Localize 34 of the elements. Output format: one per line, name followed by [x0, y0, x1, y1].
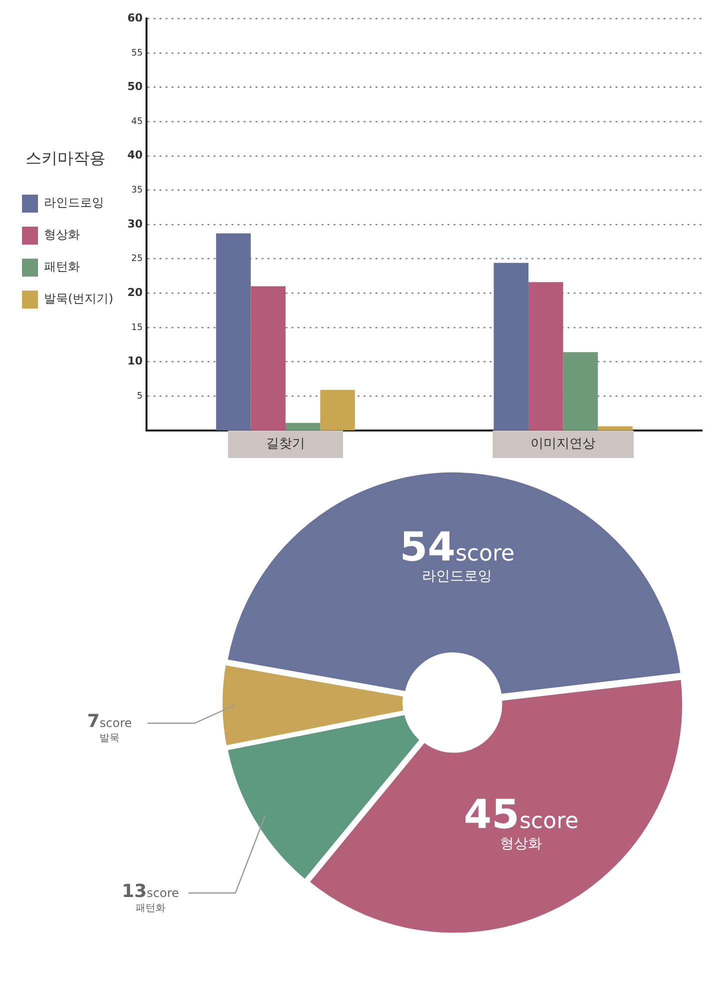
y-tick-label: 45: [131, 116, 143, 127]
bar: [528, 282, 564, 430]
y-tick-label: 30: [127, 217, 144, 230]
bar: [286, 422, 320, 430]
data-label: 54score: [400, 524, 515, 570]
y-tick-label: 25: [131, 254, 143, 264]
y-tick-label: 50: [127, 80, 144, 94]
data-label: 7score: [87, 711, 132, 732]
legend-label: 발묵(번지기): [44, 292, 114, 306]
bar: [563, 352, 598, 430]
legend-label: 라인드로잉: [44, 196, 104, 210]
slice-label: 라인드로잉: [422, 568, 492, 584]
bar: [494, 262, 528, 430]
y-tick-label: 5: [136, 391, 143, 402]
bar: [320, 390, 355, 430]
x-tick-label: 이미지연상: [530, 436, 596, 452]
y-tick-label: 55: [131, 48, 143, 58]
bar: [216, 233, 251, 430]
slice-label: 발묵: [100, 733, 120, 744]
legend-label: 형상화: [44, 228, 80, 242]
y-tick-label: 10: [127, 354, 144, 368]
y-tick-label: 60: [127, 11, 144, 24]
data-label: 45score: [464, 792, 579, 838]
y-tick-label: 40: [127, 148, 144, 162]
bar: [250, 286, 286, 430]
y-tick-label: 20: [127, 286, 144, 299]
y-tick-label: 35: [131, 186, 143, 196]
legend-title: 스키마작용: [26, 148, 106, 168]
x-tick-label: 길찾기: [266, 436, 306, 452]
y-tick-label: 15: [131, 322, 143, 333]
legend-label: 패턴화: [44, 260, 80, 274]
slice-label: 형상화: [500, 836, 542, 852]
slice-label: 패턴화: [135, 903, 166, 914]
data-label: 13score: [122, 881, 180, 902]
